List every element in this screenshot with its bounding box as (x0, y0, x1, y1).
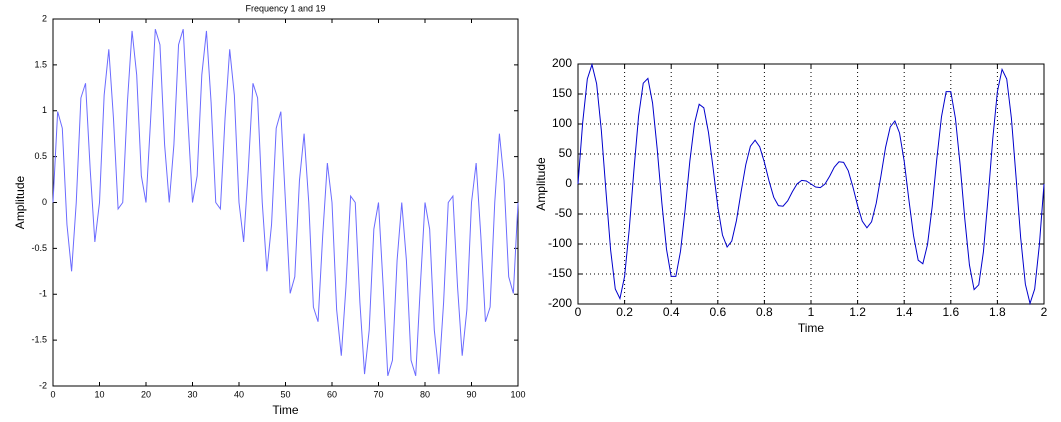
y-tick-label: 0 (42, 197, 47, 207)
y-tick-label: 50 (559, 146, 573, 160)
y-tick-label: -1.5 (31, 335, 47, 345)
y-axis-label: Amplitude (534, 157, 548, 211)
x-tick-label: 2 (1041, 305, 1048, 319)
x-tick-label: 30 (187, 389, 197, 399)
x-tick-label: 20 (141, 389, 151, 399)
x-axis-label: Time (798, 321, 825, 335)
data-line (577, 62, 1045, 306)
x-tick-label: 0.4 (663, 305, 680, 319)
x-tick-label: 1 (808, 305, 815, 319)
x-tick-label: 0 (575, 305, 582, 319)
y-tick-label: 1 (42, 105, 47, 115)
y-tick-label: -150 (548, 266, 572, 280)
y-tick-label: 0.5 (34, 151, 47, 161)
x-tick-label: 10 (94, 389, 104, 399)
y-tick-label: 0 (565, 176, 572, 190)
y-tick-label: 200 (552, 56, 572, 70)
y-tick-label: 1.5 (34, 59, 47, 69)
y-tick-label: -1 (39, 289, 47, 299)
y-tick-label: -200 (548, 296, 572, 310)
data-line (52, 28, 519, 377)
y-tick-label: 100 (552, 116, 572, 130)
y-axis-label: Amplitude (13, 176, 27, 230)
x-tick-label: 0.6 (709, 305, 726, 319)
x-tick-label: 100 (510, 389, 525, 399)
x-tick-label: 60 (327, 389, 337, 399)
x-tick-label: 90 (466, 389, 476, 399)
x-tick-label: 1.2 (849, 305, 866, 319)
chart-title: Frequency 1 and 19 (245, 3, 325, 13)
x-tick-label: 0 (50, 389, 55, 399)
x-tick-label: 1.6 (942, 305, 959, 319)
x-tick-label: 1.4 (896, 305, 913, 319)
y-tick-label: -0.5 (31, 243, 47, 253)
y-tick-label: -2 (39, 380, 47, 390)
x-tick-label: 80 (420, 389, 430, 399)
x-tick-label: 40 (234, 389, 244, 399)
x-axis-label: Time (272, 403, 299, 417)
y-tick-label: 2 (42, 13, 47, 23)
y-tick-label: -50 (555, 206, 573, 220)
x-tick-label: 70 (373, 389, 383, 399)
y-tick-label: -100 (548, 236, 572, 250)
x-tick-label: 0.2 (616, 305, 633, 319)
y-tick-label: 150 (552, 86, 572, 100)
x-tick-label: 0.8 (756, 305, 773, 319)
x-tick-label: 1.8 (989, 305, 1006, 319)
x-tick-label: 50 (280, 389, 290, 399)
